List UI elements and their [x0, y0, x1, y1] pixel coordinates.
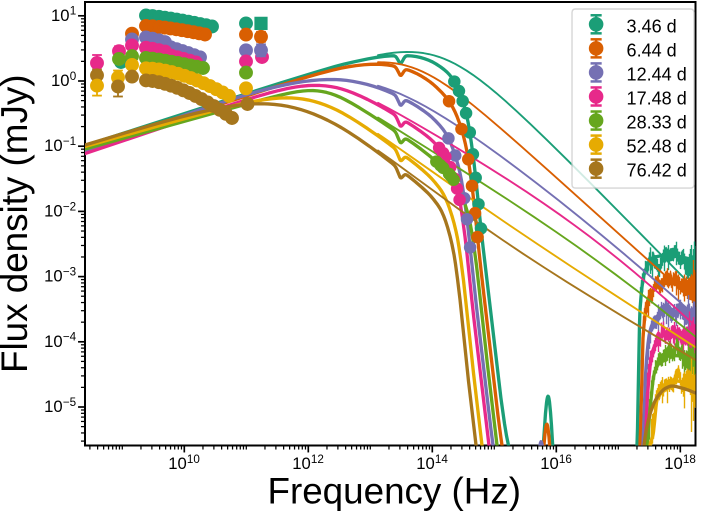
svg-text:1 0 1: 1 0 1 8 — [664, 443, 696, 474]
svg-text:1 0 1: 1 0 1 0 — [168, 443, 200, 474]
svg-text:1 0 −: 1 0 − 3 — [44, 256, 76, 287]
svg-text:1 0 1: 1 0 1 6 — [540, 443, 572, 474]
svg-text:52.48 d: 52.48 d — [627, 137, 687, 157]
svg-text:1 0 −: 1 0 − 5 — [44, 386, 76, 417]
svg-text:6.44 d: 6.44 d — [627, 40, 677, 60]
svg-text:1 0 1: 1 0 1 2 — [292, 443, 324, 474]
svg-text:3.46 d: 3.46 d — [627, 16, 677, 36]
svg-text:1 0 −: 1 0 − 1 — [44, 125, 76, 156]
svg-text:1 0 1: 1 0 1 4 — [416, 443, 448, 474]
svg-text:12.44 d: 12.44 d — [627, 64, 687, 84]
svg-text:17.48 d: 17.48 d — [627, 89, 687, 109]
svg-text:Flux density (mJy): Flux density (mJy) — [0, 74, 35, 373]
svg-text:1 0 0: 1 0 0 — [51, 66, 77, 91]
svg-text:76.42 d: 76.42 d — [627, 161, 687, 181]
svg-text:Frequency (Hz): Frequency (Hz) — [267, 471, 521, 512]
svg-text:1 0 −: 1 0 − 4 — [44, 321, 77, 352]
svg-text:1 0 1: 1 0 1 — [51, 1, 76, 26]
svg-text:1 0 −: 1 0 − 2 — [44, 190, 76, 221]
svg-text:28.33 d: 28.33 d — [627, 113, 687, 133]
